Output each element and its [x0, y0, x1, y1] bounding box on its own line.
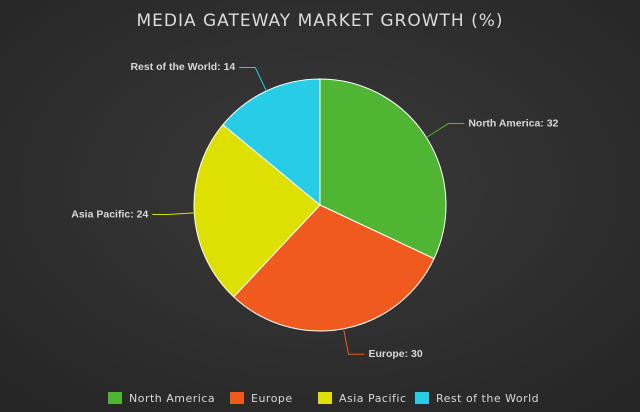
legend-item[interactable]: Europe: [230, 392, 293, 405]
legend-item[interactable]: Asia Pacific: [318, 392, 407, 405]
legend-swatch: [415, 392, 429, 404]
legend-label: North America: [129, 392, 215, 405]
leader-line: [426, 123, 465, 138]
legend-swatch: [318, 392, 332, 404]
leader-line: [343, 328, 365, 355]
legend-label: Europe: [251, 392, 293, 405]
legend-label: Rest of the World: [436, 392, 539, 405]
legend-swatch: [230, 392, 244, 404]
chart-title: MEDIA GATEWAY MARKET GROWTH (%): [136, 11, 503, 31]
legend-label: Asia Pacific: [339, 392, 407, 405]
pie-slice: [193, 123, 321, 298]
legend-item[interactable]: Rest of the World: [415, 392, 539, 405]
pie-slice: [233, 204, 435, 332]
data-label: Rest of the World: 14: [130, 61, 235, 73]
pie-slice: [222, 78, 321, 207]
legend-item[interactable]: North America: [108, 392, 215, 405]
pie-slice: [319, 78, 447, 260]
data-label: North America: 32: [468, 117, 558, 129]
data-label: Europe: 30: [368, 348, 422, 360]
leader-line: [152, 212, 195, 216]
leader-line: [239, 66, 267, 92]
data-label: Asia Pacific: 24: [71, 208, 148, 220]
legend-swatch: [108, 392, 122, 404]
